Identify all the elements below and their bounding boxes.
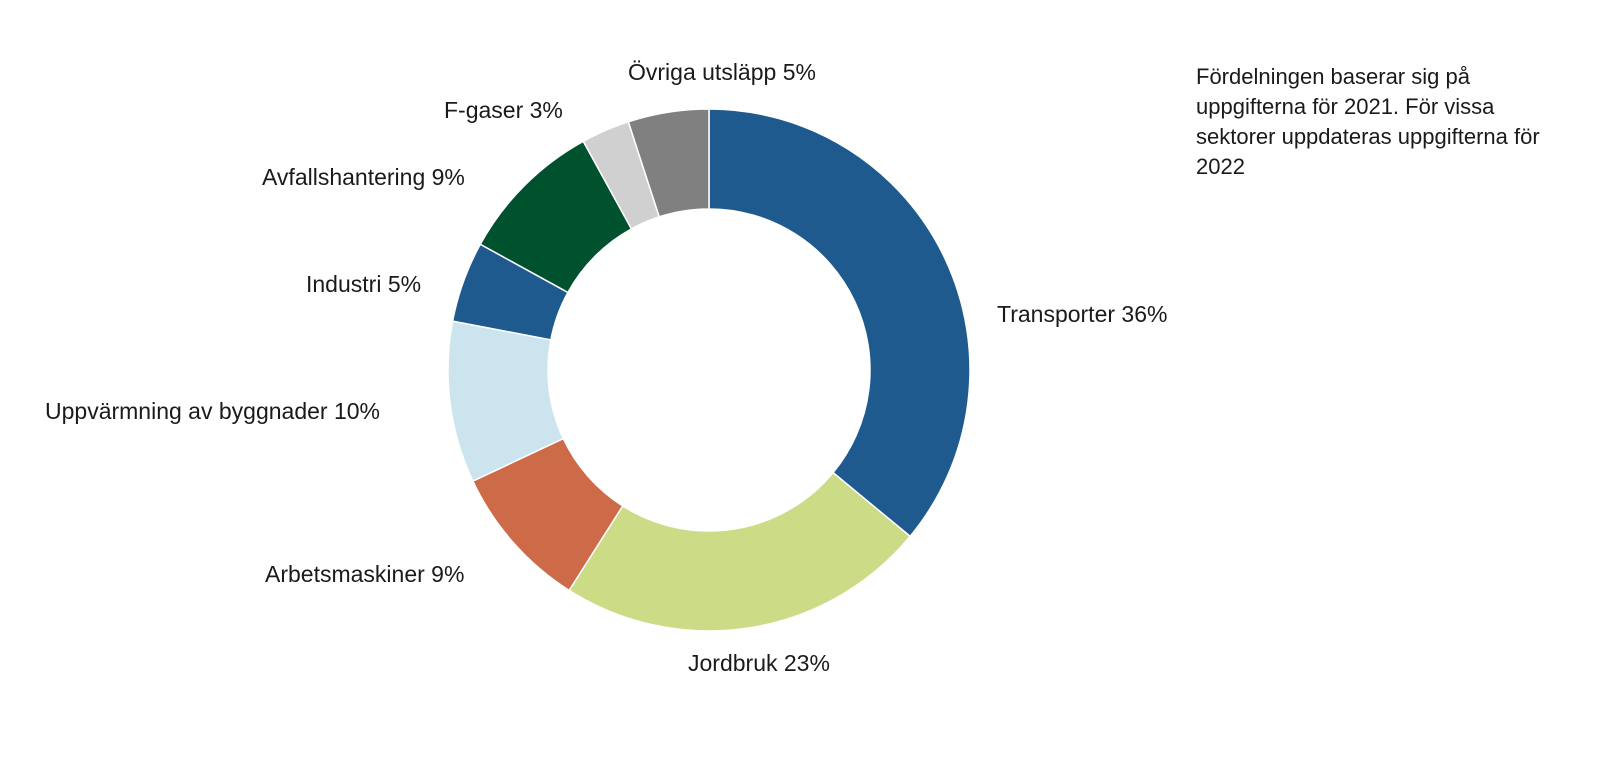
label-industri: Industri 5% [306, 271, 422, 297]
slice-jordbruk [568, 471, 912, 632]
label-uppvarmning: Uppvärmning av byggnader 10% [45, 398, 380, 424]
label-arbetsmaskiner: Arbetsmaskiner 9% [265, 561, 465, 587]
label-avfallshantering: Avfallshantering 9% [262, 164, 465, 190]
slice-övriga-utsläpp [627, 108, 710, 218]
label-jordbruk: Jordbruk 23% [688, 650, 830, 676]
slice-transporter [708, 108, 971, 538]
label-transporter: Transporter 36% [997, 301, 1168, 327]
label-f-gaser: F-gaser 3% [444, 97, 563, 123]
annotation-note: Fördelningen baserar sig på uppgifterna … [1196, 64, 1540, 179]
label-ovriga: Övriga utsläpp 5% [628, 59, 816, 85]
